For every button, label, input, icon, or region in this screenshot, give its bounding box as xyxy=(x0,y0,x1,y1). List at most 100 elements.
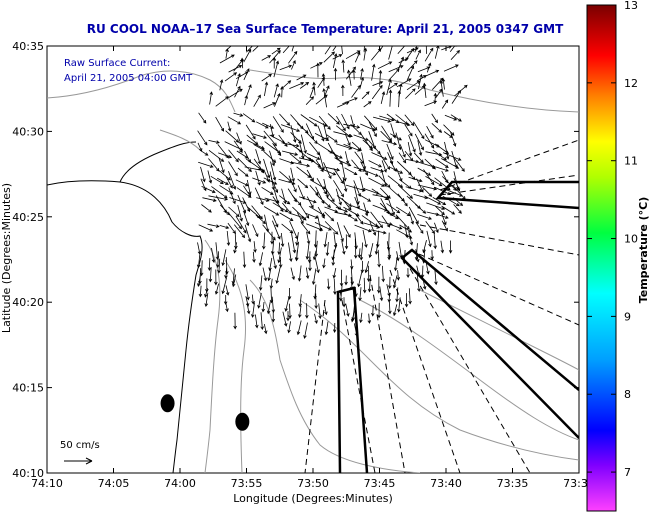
current-vector xyxy=(290,267,295,281)
current-vector xyxy=(424,47,434,62)
x-axis: 74:10 74:05 74:00 73:55 73:50 73:45 73:40 73:35… xyxy=(31,46,595,490)
bathymetry-contours xyxy=(47,69,579,473)
current-vector xyxy=(233,112,244,117)
current-vector xyxy=(408,288,412,305)
current-vector xyxy=(287,321,291,334)
current-vector xyxy=(201,186,216,194)
current-vector xyxy=(371,63,376,81)
current-vector xyxy=(284,297,290,312)
current-vector xyxy=(425,260,430,275)
current-vector xyxy=(243,68,250,81)
current-vector xyxy=(258,252,263,267)
current-vector xyxy=(312,81,316,96)
current-vector xyxy=(280,232,285,248)
current-vector xyxy=(415,203,427,214)
current-vector xyxy=(422,249,426,264)
current-vector xyxy=(336,159,352,167)
current-vector xyxy=(388,65,404,73)
current-vector xyxy=(281,188,287,205)
current-vector xyxy=(246,303,251,315)
current-vector xyxy=(309,184,319,196)
current-vector xyxy=(406,65,415,81)
current-vector xyxy=(387,82,398,91)
current-vector xyxy=(417,184,438,191)
current-vector xyxy=(358,287,362,302)
current-vector xyxy=(322,258,326,269)
y-axis: 40:35 40:30 40:25 40:20 40:15 40:10 xyxy=(12,40,579,480)
current-vector xyxy=(441,99,449,109)
current-vector xyxy=(393,256,398,272)
current-vector xyxy=(325,241,330,257)
current-vector xyxy=(322,88,327,108)
current-vector xyxy=(454,157,465,172)
current-vector xyxy=(272,56,277,69)
current-vector xyxy=(380,168,388,188)
current-vector xyxy=(295,232,299,246)
current-vector xyxy=(314,293,318,310)
current-vector xyxy=(217,258,221,274)
current-vector xyxy=(371,305,375,317)
current-vector xyxy=(442,195,460,207)
current-vector xyxy=(341,113,350,130)
current-vector xyxy=(204,292,209,308)
current-vector xyxy=(227,121,232,132)
current-vector xyxy=(453,204,462,214)
current-vector xyxy=(263,130,277,147)
current-vector xyxy=(324,46,332,55)
current-vector xyxy=(386,203,401,214)
current-vector xyxy=(323,178,329,199)
current-vector xyxy=(279,113,291,126)
current-vector xyxy=(272,196,284,213)
current-vector xyxy=(443,124,455,136)
current-vector xyxy=(353,238,358,259)
current-vector xyxy=(363,47,368,61)
current-vector xyxy=(380,91,386,104)
current-vector xyxy=(425,46,427,54)
current-vector xyxy=(354,51,361,63)
current-vector xyxy=(315,194,332,208)
current-vector xyxy=(347,69,352,86)
current-vector xyxy=(207,258,212,272)
current-vector xyxy=(219,204,230,216)
current-vector xyxy=(263,158,271,179)
current-vector xyxy=(269,50,281,64)
current-vector xyxy=(228,213,243,230)
current-vector xyxy=(408,211,414,225)
current-vector xyxy=(332,268,337,279)
colorbar-tick-label: 12 xyxy=(624,77,638,90)
x-tick-label: 74:00 xyxy=(164,477,196,490)
current-vector xyxy=(362,169,379,177)
current-vector xyxy=(233,312,237,330)
current-vector xyxy=(235,179,249,187)
current-vector xyxy=(344,275,348,286)
current-vector xyxy=(280,85,284,98)
current-vector xyxy=(392,275,398,289)
subtitle-line1: Raw Surface Current: xyxy=(64,58,170,69)
current-vector xyxy=(267,268,272,282)
current-vector xyxy=(299,82,310,89)
current-vector xyxy=(314,313,318,325)
current-vector xyxy=(263,177,278,185)
current-vector xyxy=(331,249,336,266)
current-vector xyxy=(197,275,201,288)
current-vector xyxy=(379,152,391,170)
current-vector xyxy=(306,169,314,182)
current-vector xyxy=(405,186,423,193)
x-tick-label: 73:45 xyxy=(364,477,396,490)
current-vector xyxy=(198,112,207,124)
current-vector xyxy=(299,204,310,219)
current-vector xyxy=(333,278,337,295)
current-vector xyxy=(441,78,446,90)
current-vector xyxy=(387,196,395,216)
current-vector xyxy=(350,311,355,323)
current-vector xyxy=(430,250,434,261)
current-vector xyxy=(252,251,256,263)
current-vector xyxy=(216,177,229,185)
current-vector xyxy=(332,322,337,334)
current-vector xyxy=(372,81,384,86)
current-vector xyxy=(305,243,310,260)
x-tick-label: 74:10 xyxy=(31,477,63,490)
current-vector xyxy=(274,93,281,107)
current-vector xyxy=(317,206,325,219)
